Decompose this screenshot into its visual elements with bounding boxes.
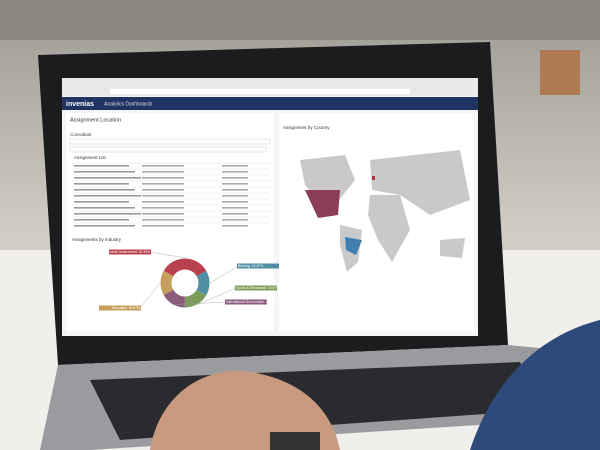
row-text [222,225,248,227]
segment-label: Education 16.67% [112,306,140,310]
label-box [235,285,277,291]
segment-label: Sports & Recreation 16.67% [236,286,279,290]
segment-value: 16.67% [266,300,278,304]
row-text [74,177,141,179]
leader-line [172,301,227,305]
filter-title: Assignment Location [70,117,121,123]
product: Analytics Dashboards [104,101,153,107]
label-box [99,305,141,311]
row-text [74,207,135,209]
donut-segment [160,258,210,308]
row-text [142,183,184,185]
row-text [142,225,184,227]
row-text [142,195,184,197]
row-text [142,213,184,215]
sleeve [470,320,600,450]
table-rows [72,162,270,227]
row-text [142,219,184,221]
row-text [142,171,184,173]
world-map [300,150,470,272]
row-text [222,207,248,209]
africa [368,195,410,262]
row-text [222,219,248,221]
row-text [74,165,129,167]
segment-category: Sports & Recreation [236,286,266,290]
row-text [222,165,248,167]
screen: invenias Analytics Dashboards Assignment… [62,78,478,336]
segment-label: International Government 16.67% [226,300,277,304]
map-title: Assignment by Country [283,125,330,130]
list-title: Assignment List [74,155,107,160]
eurasia [370,150,470,215]
row-text [222,171,248,173]
row-text [74,201,129,203]
row-text [74,213,141,215]
segment-label: General Government 33.33% [105,250,150,254]
wall-art [540,50,580,95]
brand: invenias [66,101,94,108]
row-text [222,213,248,215]
segment-value: 16.67% [252,264,264,268]
segment-value: 16.67% [129,306,141,310]
search-input[interactable] [69,146,267,153]
chart-title: Assignments by Industry [72,237,122,242]
row-text [142,201,184,203]
app-header [62,97,478,110]
usa [305,190,340,218]
row-text [74,189,135,191]
donut: General Government 33.33%Banking 16.67%Spo… [99,249,279,311]
label-box [109,249,151,255]
filter-field: Consultant [70,132,92,137]
brazil [345,237,362,255]
ceiling [0,0,600,40]
segment-category: International Government [226,300,264,304]
donut-segment [160,258,210,308]
australia [440,238,465,258]
watch [270,432,320,450]
leader-line [197,287,237,305]
leader-line [139,282,161,309]
label-box [225,299,267,305]
leader-line [149,251,186,259]
segment-category: Banking [238,264,250,268]
segment-category: Education [112,306,127,310]
segment-value: 33.33% [139,250,151,254]
row-text [222,189,248,191]
row-text [142,177,184,179]
row-text [74,225,135,227]
uk [372,176,375,180]
leader-line [209,265,239,284]
hand [150,370,340,450]
row-text [74,171,135,173]
address-bar[interactable] [110,89,410,94]
row-text [222,195,248,197]
label-box [237,263,279,269]
row-text [142,165,184,167]
segment-value: 16.67% [268,286,280,290]
row-text [142,207,184,209]
row-text [142,189,184,191]
filter-input[interactable] [69,138,271,145]
row-text [222,183,248,185]
row-text [222,201,248,203]
row-text [222,177,248,179]
segment-label: Banking 16.67% [238,264,263,268]
donut-segment [160,258,210,308]
row-text [74,219,129,221]
segment-category: General Government [105,250,137,254]
row-text [74,183,129,185]
row-text [74,195,141,197]
